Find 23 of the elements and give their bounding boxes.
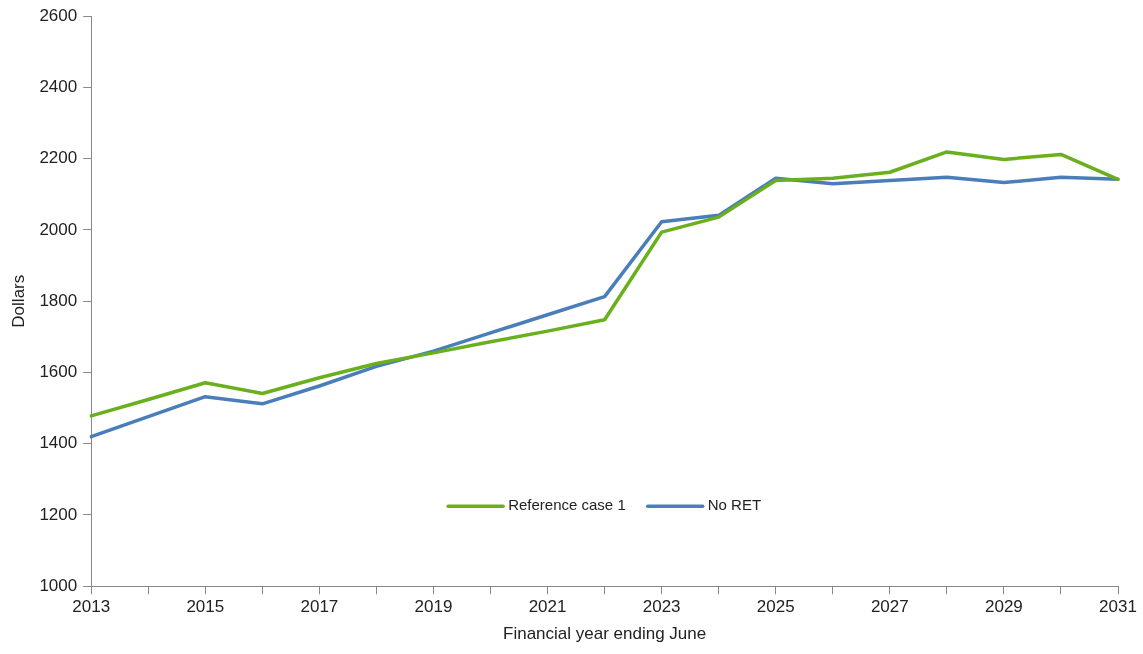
y-tick-label: 1400 bbox=[39, 433, 78, 453]
y-tick-label: 2400 bbox=[39, 77, 78, 97]
y-tick-label: 1000 bbox=[39, 575, 78, 595]
y-tick-label: 1200 bbox=[39, 504, 78, 524]
x-tick-label: 2031 bbox=[1099, 597, 1137, 617]
y-tick-label: 1600 bbox=[39, 362, 78, 382]
x-tick-label: 2029 bbox=[985, 597, 1023, 617]
y-tick-label: 2200 bbox=[39, 148, 78, 168]
x-tick-label: 2025 bbox=[756, 597, 795, 617]
x-tick-label: 2019 bbox=[414, 597, 453, 617]
y-axis-title: Dollars bbox=[8, 274, 28, 328]
legend-label: Reference case 1 bbox=[508, 496, 626, 514]
x-tick-label: 2015 bbox=[186, 597, 225, 617]
y-tick-label: 2000 bbox=[39, 219, 78, 239]
y-tick-label: 1800 bbox=[39, 290, 78, 310]
x-tick-label: 2017 bbox=[300, 597, 339, 617]
x-axis-title: Financial year ending June bbox=[503, 624, 707, 644]
legend-label: No RET bbox=[707, 496, 762, 514]
x-tick-label: 2021 bbox=[528, 597, 567, 617]
y-tick-label: 2600 bbox=[39, 5, 78, 25]
x-tick-label: 2013 bbox=[72, 597, 111, 617]
x-tick-label: 2027 bbox=[870, 597, 909, 617]
x-tick-label: 2023 bbox=[642, 597, 681, 617]
